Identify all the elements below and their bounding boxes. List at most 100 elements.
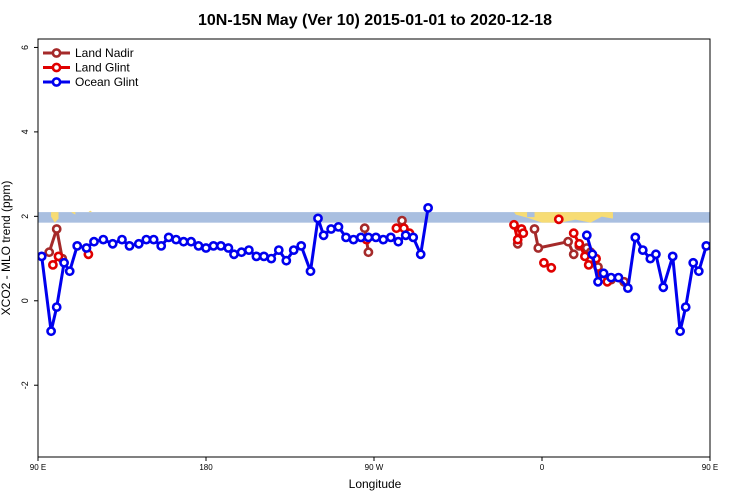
- point-ocean-glint: [107, 238, 118, 249]
- land-ocean-band: [38, 210, 750, 223]
- point-ocean-glint: [581, 230, 592, 241]
- x-axis-label: Longitude: [349, 477, 402, 491]
- point-ocean-glint: [378, 234, 389, 245]
- point-ocean-glint: [587, 249, 598, 260]
- point-ocean-glint: [72, 240, 83, 251]
- point-ocean-glint: [273, 245, 284, 255]
- legend-label: Land Glint: [75, 61, 130, 75]
- point-ocean-glint: [89, 236, 99, 247]
- point-land-glint: [583, 259, 594, 270]
- point-ocean-glint: [385, 232, 396, 243]
- land-patch: [88, 210, 93, 213]
- point-ocean-glint: [281, 255, 292, 266]
- point-ocean-glint: [46, 326, 56, 337]
- point-ocean-glint: [423, 202, 433, 213]
- point-land-glint: [518, 228, 529, 239]
- point-ocean-glint: [266, 253, 277, 264]
- point-land-glint: [568, 228, 579, 239]
- point-ocean-glint: [51, 302, 62, 312]
- point-land-glint: [580, 251, 590, 262]
- point-land-glint: [744, 228, 750, 235]
- legend-item-ocean-glint: Ocean Glint: [43, 75, 139, 89]
- point-land-nadir: [533, 243, 544, 253]
- point-ocean-glint: [64, 266, 75, 277]
- point-ocean-glint: [223, 243, 234, 253]
- point-land-nadir: [51, 224, 62, 234]
- point-ocean-glint: [81, 243, 92, 253]
- point-land-nadir: [568, 249, 579, 260]
- x-tick-label: 90 E: [30, 463, 46, 472]
- point-land-glint: [546, 262, 557, 273]
- point-ocean-glint: [215, 240, 226, 251]
- point-ocean-glint: [658, 282, 669, 293]
- legend-label: Land Nadir: [75, 46, 134, 60]
- point-ocean-glint: [680, 302, 691, 312]
- chart-title: 10N-15N May (Ver 10) 2015-01-01 to 2020-…: [198, 12, 552, 29]
- point-land-glint: [509, 219, 519, 230]
- point-land-glint: [48, 259, 58, 270]
- point-ocean-glint: [708, 244, 710, 252]
- point-land-nadir: [44, 247, 55, 258]
- point-land-glint: [553, 214, 564, 225]
- point-land-nadir: [359, 223, 370, 234]
- point-land-glint: [53, 251, 64, 262]
- point-land-glint: [512, 234, 523, 245]
- point-land-glint: [539, 257, 549, 268]
- point-ocean-glint: [117, 234, 127, 245]
- point-ocean-glint: [740, 236, 747, 243]
- ocean-notch: [527, 212, 535, 218]
- point-ocean-glint: [288, 245, 299, 255]
- legend-item-land-glint: Land Glint: [43, 61, 130, 75]
- y-tick-label: -2: [20, 381, 30, 389]
- land-patch: [514, 212, 613, 223]
- ocean-band: [38, 212, 710, 223]
- point-ocean-glint: [667, 251, 678, 262]
- point-ocean-glint: [178, 236, 189, 247]
- point-ocean-glint: [193, 240, 204, 251]
- point-ocean-glint: [251, 251, 262, 262]
- point-ocean-glint: [243, 245, 254, 255]
- point-land-nadir: [529, 224, 540, 234]
- y-axis: -2 0 2 4 6: [20, 45, 38, 389]
- point-ocean-glint: [171, 234, 181, 245]
- point-land-nadir: [744, 268, 750, 275]
- legend-swatch-marker: [51, 48, 62, 58]
- series-layer: [38, 202, 750, 337]
- legend-item-land-nadir: Land Nadir: [43, 46, 134, 60]
- x-tick-label: 180: [199, 463, 213, 472]
- point-ocean-glint: [229, 249, 239, 260]
- y-tick-label: 6: [20, 45, 30, 50]
- y-tick-label: 2: [20, 214, 30, 219]
- point-ocean-glint: [408, 232, 419, 243]
- point-ocean-glint: [124, 240, 135, 251]
- point-ocean-glint: [598, 268, 609, 279]
- x-tick-label: 0: [540, 463, 545, 472]
- point-ocean-glint: [733, 240, 740, 247]
- point-ocean-glint: [651, 249, 661, 260]
- land-patch: [71, 212, 76, 215]
- point-ocean-glint: [333, 221, 344, 232]
- point-ocean-glint: [415, 249, 426, 260]
- point-land-nadir: [363, 247, 374, 258]
- point-land-nadir: [563, 236, 573, 247]
- point-ocean-glint: [630, 232, 641, 243]
- point-ocean-glint: [305, 266, 316, 277]
- point-ocean-glint: [38, 251, 47, 262]
- point-ocean-glint: [201, 243, 211, 253]
- point-ocean-glint: [693, 266, 704, 277]
- y-tick-label: 0: [20, 298, 30, 303]
- point-ocean-glint: [363, 232, 374, 243]
- point-ocean-glint: [688, 257, 699, 268]
- x-axis: 90 E 180 90 W 0 90 E: [30, 457, 718, 472]
- series-line-ocean-glint: [40, 207, 430, 333]
- y-axis-label: XCO2 - MLO trend (ppm): [0, 181, 13, 316]
- point-ocean-glint: [186, 236, 196, 247]
- land-patch: [740, 212, 750, 223]
- point-ocean-glint: [355, 232, 366, 243]
- point-ocean-glint: [133, 238, 144, 249]
- point-land-glint: [574, 238, 585, 249]
- land-patch: [51, 212, 59, 223]
- point-ocean-glint: [725, 236, 732, 243]
